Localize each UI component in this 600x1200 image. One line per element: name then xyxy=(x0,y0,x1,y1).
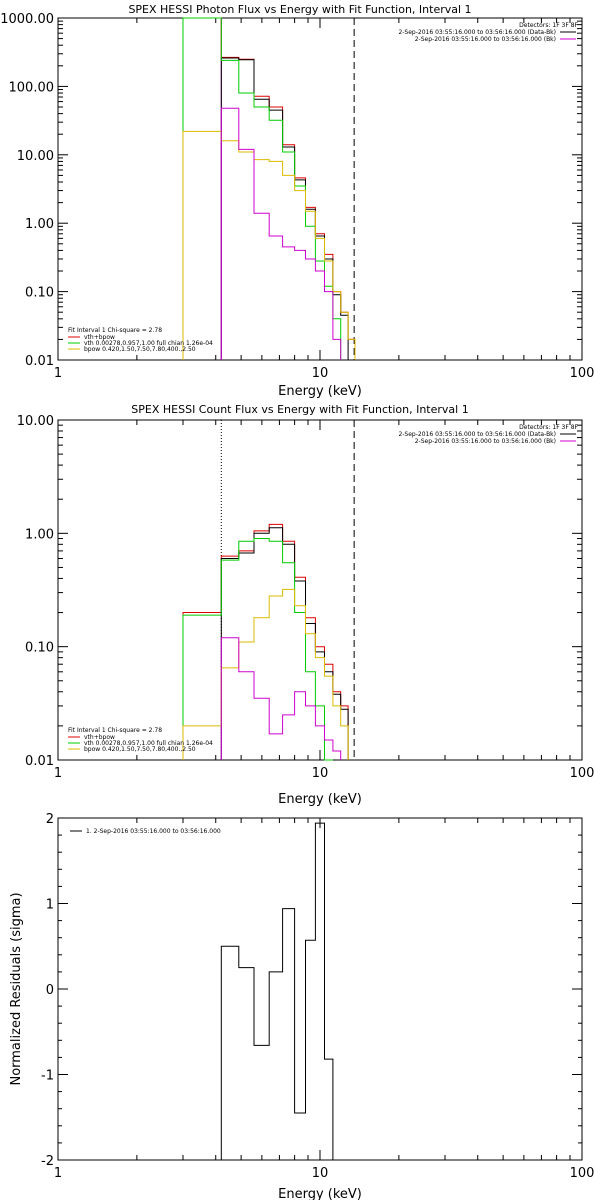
y-tick-label: 0.01 xyxy=(25,754,54,769)
y-tick-label: -1 xyxy=(41,1069,54,1084)
series-step-line xyxy=(220,822,334,1160)
fit-legend-label: bpow 0.420,1.50,7.50,7.80,400.,2.50 xyxy=(84,346,196,353)
x-tick-label: 1 xyxy=(54,766,62,781)
panel-residuals-frame xyxy=(57,817,583,1161)
x-tick-label: 1 xyxy=(54,1166,62,1181)
x-tick-label: 10 xyxy=(312,366,329,381)
panel-count-frame xyxy=(57,419,583,761)
y-tick-label: 2 xyxy=(46,812,54,827)
panel-residuals: Normalized Residuals (sigma) Energy (keV… xyxy=(9,812,594,1200)
fit-legend-label: bpow 0.420,1.50,7.50,7.80,400.,2.50 xyxy=(84,746,196,753)
y-tick-label: 1.00 xyxy=(25,527,54,542)
x-tick-label: 100 xyxy=(570,766,595,781)
y-tick-label: 0.10 xyxy=(25,641,54,656)
legend-entry-label: 2-Sep-2016 03:55:16.000 to 03:56:16.000 … xyxy=(398,431,556,438)
fit-legend-header: Fit Interval 1 Chi-square = 2.78 xyxy=(68,327,162,334)
panel-count-xlabel: Energy (keV) xyxy=(278,792,362,807)
x-tick-label: 10 xyxy=(312,1166,329,1181)
x-tick-label: 100 xyxy=(570,366,595,381)
series-step-line xyxy=(182,523,349,760)
panel-residuals-ylabel: Normalized Residuals (sigma) xyxy=(9,892,24,1085)
panel-photon-frame xyxy=(57,17,583,361)
y-tick-label: 0.01 xyxy=(25,354,54,369)
panel-count-marks: 1 10 100 0.01 0.10 1.00 10.00 Detectors: 1F 3F … xyxy=(17,414,595,781)
legend-header: Detectors: 1F 3F 8F xyxy=(519,424,578,431)
legend-entry-label: 1. 2-Sep-2016 03:55:16.000 to 03:56:16.0… xyxy=(86,828,221,835)
y-tick-label: 10.00 xyxy=(17,414,54,429)
panel-residuals-marks: 1 10 100 -2 -1 0 1 2 1. 2-Sep-2016 03:55:16.000 … xyxy=(41,812,594,1181)
legend-entry-label: 2-Sep-2016 03:55:16.000 to 03:56:16.000 … xyxy=(415,438,556,445)
series-step-line xyxy=(220,637,342,760)
series-step-line xyxy=(182,538,333,761)
y-tick-label: 10.00 xyxy=(17,149,54,164)
y-tick-label: -2 xyxy=(41,1154,54,1169)
panel-photon-xlabel: Energy (keV) xyxy=(278,384,362,399)
series-step-line xyxy=(182,17,356,360)
y-tick-label: 1.00 xyxy=(25,217,54,232)
series-step-line xyxy=(220,527,349,760)
fit-legend-label: vth+bpow xyxy=(84,734,115,741)
legend-entry-label: 2-Sep-2016 03:55:16.000 to 03:56:16.000 … xyxy=(398,29,556,36)
series-step-line xyxy=(182,17,342,360)
y-tick-label: 100.00 xyxy=(9,80,55,95)
fit-legend-header: Fit Interval 1 Chi-square = 2.78 xyxy=(68,727,162,734)
panel-photon-title: SPEX HESSI Photon Flux vs Energy with Fi… xyxy=(128,3,471,16)
y-tick-label: 0 xyxy=(46,983,54,998)
x-tick-label: 10 xyxy=(312,766,329,781)
legend-entry-label: 2-Sep-2016 03:55:16.000 to 03:56:16.000 … xyxy=(415,36,556,43)
series-step-line xyxy=(182,130,356,360)
y-tick-label: 0.10 xyxy=(25,286,54,301)
x-tick-label: 100 xyxy=(570,1166,595,1181)
panel-count-flux: SPEX HESSI Count Flux vs Energy with Fit… xyxy=(17,403,595,807)
x-tick-label: 1 xyxy=(54,366,62,381)
panel-count-title: SPEX HESSI Count Flux vs Energy with Fit… xyxy=(131,403,468,416)
fit-legend-label: vth 0.00278,0.957,1.00 full chian 1.26e-… xyxy=(84,740,213,747)
panel-residuals-xlabel: Energy (keV) xyxy=(278,1187,362,1200)
legend-header: Detectors: 1F 3F 8F xyxy=(519,22,578,29)
fit-legend-label: vth+bpow xyxy=(84,334,115,341)
series-step-line xyxy=(220,57,349,360)
y-tick-label: 1000.00 xyxy=(0,12,54,27)
panel-photon-marks: 1 10 100 0.01 0.10 1.00 10.00 100.00 1000.00 Dete… xyxy=(0,12,594,381)
fit-legend-label: vth 0.00278,0.957,1.00 full chian 1.26e-… xyxy=(84,340,213,347)
y-tick-label: 1 xyxy=(46,898,54,913)
series-step-line xyxy=(220,107,342,360)
panel-photon-flux: SPEX HESSI Photon Flux vs Energy with Fi… xyxy=(0,3,594,399)
